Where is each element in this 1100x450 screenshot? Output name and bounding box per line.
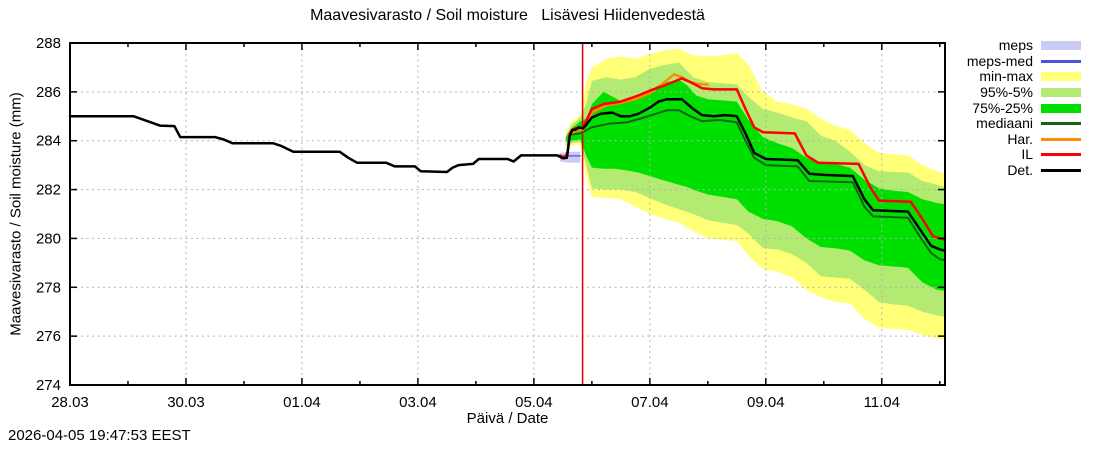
x-axis-label: Päivä / Date — [466, 410, 549, 427]
forecast-bands — [560, 49, 945, 340]
tick-labels: 28.03 30.03 01.04 03.04 05.04 07.04 09.04 11.04… — [36, 35, 900, 411]
legend-label-mediaani: mediaani — [976, 115, 1033, 132]
legend-swatch-meps — [1041, 41, 1081, 51]
legend-label-det: Det. — [1007, 162, 1033, 179]
legend-label-meps: meps — [998, 37, 1033, 54]
legend-label-p75-25: 75%-25% — [972, 99, 1033, 116]
y-tick-label: 274 — [36, 377, 61, 394]
legend-label-min-max: min-max — [979, 68, 1033, 85]
series-lines — [68, 73, 947, 262]
legend-item-p95-5: 95%-5% — [967, 85, 1081, 101]
y-tick-label: 280 — [36, 230, 61, 247]
x-tick-label: 01.04 — [283, 394, 321, 411]
x-tick-label: 09.04 — [747, 394, 785, 411]
gridlines — [70, 43, 945, 385]
x-tick-label: 11.04 — [864, 394, 900, 411]
legend-swatch-p95-5 — [1041, 88, 1081, 98]
tick-marks — [69, 42, 945, 386]
plot-frame — [69, 42, 946, 386]
legend-swatch-meps-med — [1041, 59, 1081, 63]
legend-item-meps: meps — [967, 38, 1081, 54]
legend-item-min-max: min-max — [967, 69, 1081, 85]
x-tick-label: 03.04 — [399, 394, 437, 411]
band-p75-25 — [565, 79, 945, 291]
legend-swatch-det — [1041, 169, 1081, 173]
y-tick-label: 286 — [36, 84, 61, 101]
legend-swatch-min-max — [1041, 72, 1081, 82]
y-tick-label: 284 — [36, 133, 61, 150]
x-tick-label: 28.03 — [51, 394, 89, 411]
y-tick-label: 276 — [36, 328, 61, 345]
legend-item-det: Det. — [967, 163, 1081, 179]
legend: meps meps-med min-max 95%-5% 75%-25% mediaani… — [967, 38, 1081, 178]
legend-label-har: Har. — [1007, 130, 1033, 147]
legend-swatch-il — [1041, 153, 1081, 157]
y-tick-label: 282 — [36, 182, 61, 199]
x-tick-label: 07.04 — [631, 394, 669, 411]
legend-swatch-mediaani — [1041, 122, 1081, 126]
legend-item-mediaani: mediaani — [967, 116, 1081, 132]
legend-item-meps-med: meps-med — [966, 52, 1081, 70]
chart-title: Maavesivarasto / Soil moisture Lisävesi … — [310, 7, 705, 24]
series-mediaani — [568, 109, 946, 262]
legend-item-p75-25: 75%-25% — [967, 100, 1081, 116]
legend-label-meps-med: meps-med — [966, 52, 1033, 69]
y-tick-label: 288 — [36, 35, 61, 52]
timestamp: 2026-04-05 19:47:53 EEST — [8, 427, 191, 444]
series-det — [68, 97, 947, 252]
legend-swatch-har — [1041, 137, 1081, 141]
legend-swatch-p75-25 — [1041, 103, 1081, 113]
legend-label-p95-5: 95%-5% — [980, 84, 1033, 101]
x-tick-label: 05.04 — [515, 394, 553, 411]
legend-item-il: IL — [967, 147, 1081, 163]
y-tick-label: 278 — [36, 279, 61, 296]
legend-label-il: IL — [1021, 146, 1033, 163]
x-tick-label: 30.03 — [167, 394, 205, 411]
y-axis-label: Maavesivarasto / Soil moisture (mm) — [7, 92, 25, 336]
legend-item-har: Har. — [967, 130, 1081, 148]
